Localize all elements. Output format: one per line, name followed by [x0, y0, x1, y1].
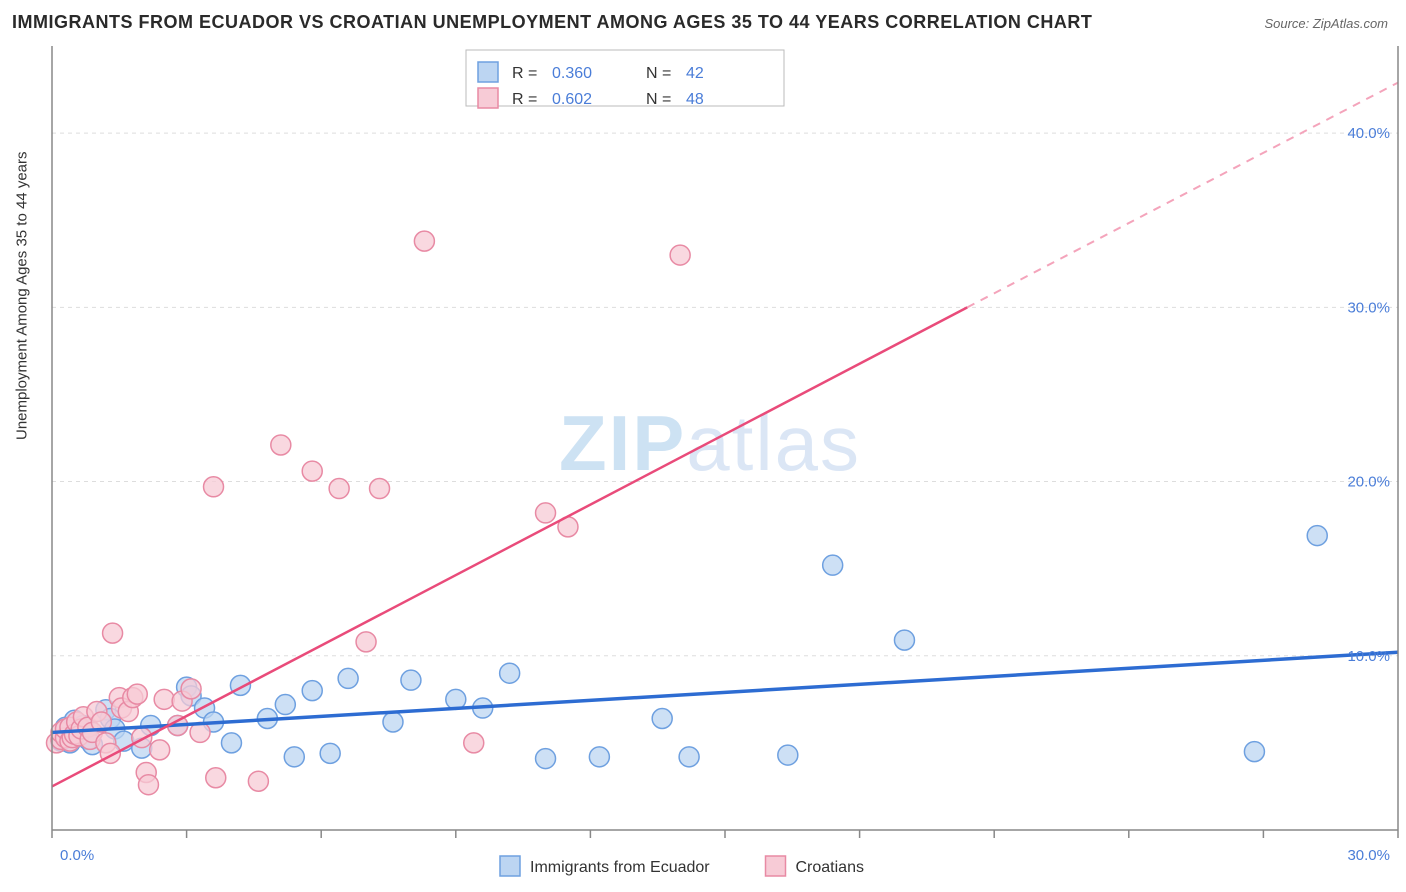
scatter-point — [894, 630, 914, 650]
legend-swatch — [478, 62, 498, 82]
scatter-point — [154, 689, 174, 709]
scatter-point — [248, 771, 268, 791]
scatter-point — [206, 768, 226, 788]
scatter-point — [275, 695, 295, 715]
scatter-point — [138, 775, 158, 795]
y-tick-label: 30.0% — [1347, 299, 1390, 316]
scatter-point — [204, 477, 224, 497]
scatter-point — [338, 668, 358, 688]
trend-line — [52, 652, 1398, 732]
scatter-point — [778, 745, 798, 765]
scatter-point — [302, 681, 322, 701]
scatter-point — [320, 743, 340, 763]
x-tick-label: 0.0% — [60, 847, 94, 864]
scatter-point — [536, 749, 556, 769]
y-tick-label: 10.0% — [1347, 648, 1390, 665]
scatter-point — [284, 747, 304, 767]
scatter-point — [401, 670, 421, 690]
scatter-point — [356, 632, 376, 652]
scatter-point — [221, 733, 241, 753]
scatter-point — [464, 733, 484, 753]
y-tick-label: 20.0% — [1347, 474, 1390, 491]
trend-line-extrapolated — [967, 83, 1398, 308]
scatter-point — [414, 231, 434, 251]
legend-swatch — [500, 856, 520, 876]
scatter-point — [670, 245, 690, 265]
legend-n-value: 42 — [686, 65, 704, 82]
legend-series-label: Immigrants from Ecuador — [530, 859, 710, 876]
scatter-point — [370, 479, 390, 499]
scatter-point — [271, 435, 291, 455]
scatter-point — [302, 461, 322, 481]
legend-n-label: N = — [646, 91, 671, 108]
scatter-point — [1244, 742, 1264, 762]
correlation-chart: ZIPatlas 10.0%20.0%30.0%40.0%0.0%30.0% R… — [0, 0, 1406, 892]
scatter-point — [150, 740, 170, 760]
legend-n-value: 48 — [686, 91, 704, 108]
scatter-point — [127, 684, 147, 704]
scatter-point — [1307, 526, 1327, 546]
scatter-point — [329, 479, 349, 499]
legend-r-label: R = — [512, 65, 537, 82]
legend-swatch — [478, 88, 498, 108]
scatter-point — [679, 747, 699, 767]
trend-line — [52, 307, 967, 786]
scatter-point — [181, 679, 201, 699]
legend-n-label: N = — [646, 65, 671, 82]
scatter-point — [383, 712, 403, 732]
scatter-point — [823, 555, 843, 575]
legend-swatch — [766, 856, 786, 876]
legend-r-value: 0.602 — [552, 91, 592, 108]
scatter-point — [103, 623, 123, 643]
x-tick-label: 30.0% — [1347, 847, 1390, 864]
scatter-point — [132, 728, 152, 748]
legend-r-value: 0.360 — [552, 65, 592, 82]
scatter-point — [536, 503, 556, 523]
legend-r-label: R = — [512, 91, 537, 108]
scatter-point — [589, 747, 609, 767]
scatter-point — [652, 708, 672, 728]
scatter-point — [500, 663, 520, 683]
legend-series-label: Croatians — [796, 859, 864, 876]
y-tick-label: 40.0% — [1347, 125, 1390, 142]
